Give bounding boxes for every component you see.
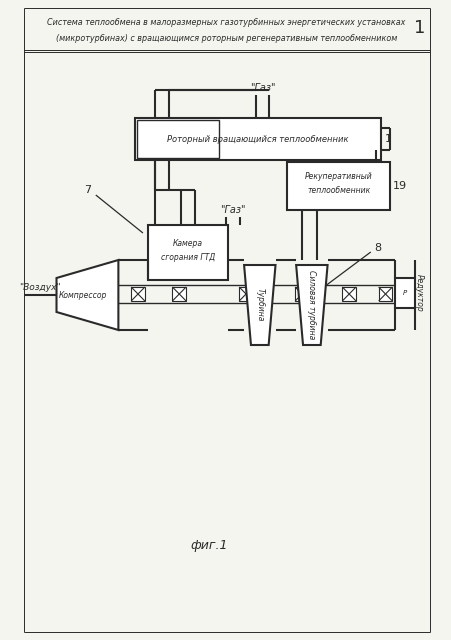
Text: Камера: Камера	[173, 239, 202, 248]
Text: Редуктор: Редуктор	[414, 274, 423, 312]
Text: "Газ": "Газ"	[220, 205, 245, 215]
Bar	[147, 225, 228, 280]
Text: сгорания ГТД: сгорания ГТД	[161, 253, 215, 262]
Text: (микротурбинах) с вращающимся роторным регенеративным теплообменником: (микротурбинах) с вращающимся роторным р…	[55, 33, 396, 42]
Polygon shape	[295, 265, 327, 345]
Bar	[239, 287, 253, 301]
Bar	[131, 287, 145, 301]
Text: фиг.1: фиг.1	[189, 538, 227, 552]
Text: Турбина: Турбина	[255, 288, 264, 322]
Bar	[378, 287, 391, 301]
Text: Силовая турбина: Силовая турбина	[307, 270, 316, 340]
Polygon shape	[244, 265, 275, 345]
Bar	[137, 120, 218, 158]
Bar	[395, 278, 414, 308]
Text: Роторный вращающийся теплообменник: Роторный вращающийся теплообменник	[167, 134, 348, 143]
Text: "Воздух": "Воздух"	[19, 282, 60, 291]
Bar	[341, 287, 355, 301]
Text: Система теплообмена в малоразмерных газотурбинных энергетических установках: Система теплообмена в малоразмерных газо…	[47, 17, 405, 26]
Text: "Газ": "Газ"	[249, 83, 275, 93]
Text: 1: 1	[384, 134, 391, 144]
Text: Компрессор: Компрессор	[59, 291, 107, 300]
Text: 8: 8	[373, 243, 380, 253]
Bar	[135, 118, 380, 160]
Bar	[295, 287, 308, 301]
Bar	[287, 162, 390, 210]
Text: 19: 19	[392, 181, 406, 191]
Text: 7: 7	[84, 185, 91, 195]
Text: 1: 1	[413, 19, 425, 37]
Text: Р: Р	[402, 290, 406, 296]
Polygon shape	[56, 260, 118, 330]
Text: теплообменник: теплообменник	[307, 186, 370, 195]
Bar	[172, 287, 186, 301]
Text: Рекуперативный: Рекуперативный	[304, 172, 372, 180]
